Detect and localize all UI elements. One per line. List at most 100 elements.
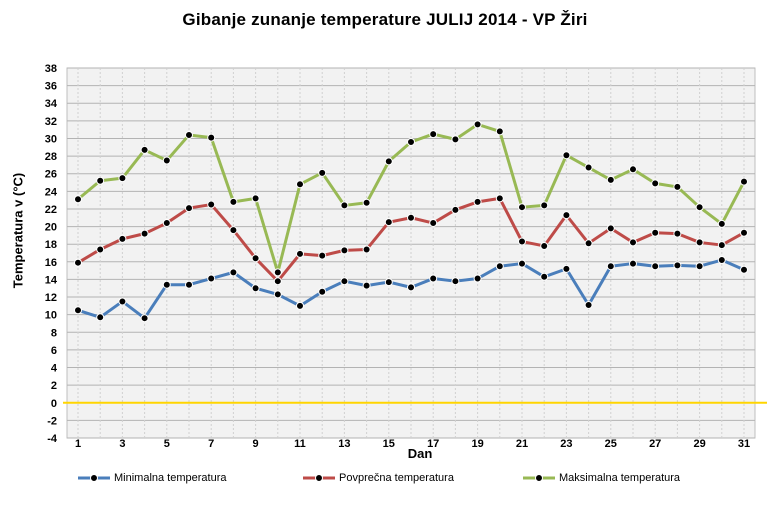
data-point-avg: [74, 258, 82, 267]
data-point-avg: [584, 239, 593, 248]
data-point-max: [495, 127, 504, 136]
data-point-min: [229, 268, 238, 277]
y-tick-label: 18: [45, 239, 57, 251]
data-point-max: [651, 179, 660, 188]
data-point-max: [207, 133, 216, 142]
legend-item-min: Minimalna temperatura: [78, 468, 227, 488]
data-point-min: [251, 284, 260, 293]
data-point-max: [140, 145, 149, 154]
data-point-min: [473, 274, 482, 283]
y-tick-label: 22: [45, 204, 57, 216]
x-tick-label: 27: [649, 438, 661, 450]
data-point-avg: [429, 219, 438, 228]
y-tick-label: 2: [51, 380, 57, 392]
data-point-max: [695, 203, 704, 212]
data-point-avg: [207, 200, 216, 209]
data-point-min: [407, 283, 415, 292]
y-tick-label: 14: [45, 274, 58, 286]
data-point-max: [407, 138, 415, 146]
data-point-max: [229, 197, 238, 206]
y-tick-label: 4: [51, 363, 58, 375]
chart-title: Gibanje zunanje temperature JULIJ 2014 -…: [182, 10, 588, 29]
data-point-min: [162, 280, 171, 289]
data-point-max: [318, 168, 327, 177]
data-point-min: [429, 274, 438, 283]
y-tick-label: 34: [45, 98, 58, 110]
data-point-min: [540, 272, 549, 281]
data-point-avg: [518, 237, 526, 246]
y-tick-label: 28: [45, 151, 57, 163]
data-point-min: [673, 261, 682, 270]
data-point-max: [296, 180, 304, 189]
x-tick-label: 21: [516, 438, 528, 450]
data-point-max: [74, 195, 82, 204]
data-point-min: [740, 265, 748, 274]
data-point-avg: [340, 246, 349, 255]
data-point-avg: [273, 277, 282, 286]
data-point-max: [540, 201, 549, 210]
data-point-min: [651, 262, 660, 271]
data-point-avg: [140, 229, 149, 238]
x-tick-label: 1: [75, 438, 81, 450]
y-tick-label: 12: [45, 292, 57, 304]
data-point-avg: [451, 205, 460, 214]
legend-label-max: Maksimalna temperatura: [559, 472, 681, 484]
y-tick-label: 10: [45, 310, 57, 322]
data-point-min: [495, 262, 504, 271]
y-tick-label: -2: [47, 415, 57, 427]
legend: Minimalna temperatura Povprečna temperat…: [0, 468, 770, 488]
data-point-max: [118, 174, 127, 183]
x-tick-label: 31: [738, 438, 750, 450]
data-point-avg: [651, 228, 660, 237]
data-point-min: [140, 314, 149, 323]
y-tick-label: 16: [45, 257, 57, 269]
data-point-min: [296, 301, 304, 310]
data-point-avg: [473, 197, 482, 206]
data-point-max: [185, 130, 193, 139]
data-point-min: [118, 297, 127, 306]
x-tick-label: 23: [560, 438, 572, 450]
data-point-avg: [229, 226, 238, 235]
x-tick-label: 17: [427, 438, 439, 450]
data-point-avg: [562, 211, 571, 220]
data-point-avg: [495, 194, 504, 203]
legend-label-avg: Povprečna temperatura: [339, 472, 454, 484]
x-tick-label: 3: [119, 438, 125, 450]
x-tick-label: 19: [471, 438, 483, 450]
data-point-avg: [118, 234, 127, 243]
data-point-max: [96, 176, 105, 185]
data-point-max: [429, 130, 438, 139]
data-point-min: [207, 274, 216, 283]
legend-item-max: Maksimalna temperatura: [523, 468, 680, 488]
y-tick-label: 24: [45, 186, 58, 198]
data-point-avg: [695, 238, 704, 247]
data-point-avg: [629, 238, 637, 247]
data-point-max: [340, 201, 349, 210]
data-point-min: [185, 280, 193, 289]
legend-item-avg: Povprečna temperatura: [303, 468, 454, 488]
data-point-min: [629, 259, 637, 268]
data-point-avg: [606, 224, 615, 233]
data-point-max: [606, 175, 615, 184]
data-point-max: [629, 165, 637, 174]
data-point-max: [740, 177, 748, 186]
y-tick-label: 38: [45, 63, 57, 75]
y-tick-label: 20: [45, 222, 57, 234]
data-point-max: [251, 194, 260, 203]
x-tick-label: 25: [605, 438, 617, 450]
data-point-min: [318, 287, 327, 296]
legend-marker-min: [78, 474, 110, 482]
x-tick-label: 5: [164, 438, 170, 450]
y-tick-label: -4: [47, 433, 58, 445]
data-point-min: [695, 262, 704, 271]
data-point-avg: [96, 245, 105, 254]
data-point-avg: [318, 251, 327, 260]
data-point-min: [606, 262, 615, 271]
x-tick-label: 13: [338, 438, 350, 450]
data-point-avg: [384, 218, 393, 227]
data-point-min: [518, 259, 526, 268]
data-point-max: [584, 163, 593, 172]
legend-marker-avg: [303, 474, 335, 482]
